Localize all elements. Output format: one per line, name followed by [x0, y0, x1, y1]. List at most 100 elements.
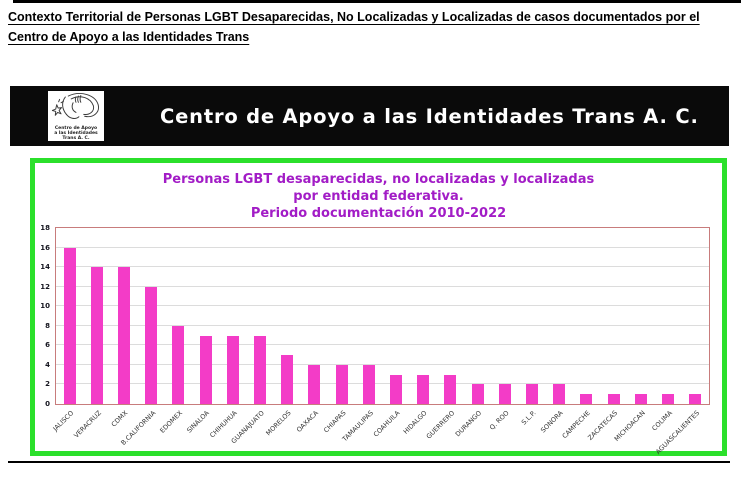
x-axis-label: OAXACA — [295, 409, 321, 434]
bar-chiapas — [335, 364, 348, 404]
x-axis-label: Q. ROO — [487, 409, 511, 432]
x-axis-label: DURANGO — [453, 409, 484, 439]
bar-coahuila — [390, 374, 403, 404]
gridline — [56, 383, 709, 385]
bar-q-roo — [498, 384, 511, 404]
chart-title: Personas LGBT desaparecidas, no localiza… — [35, 171, 722, 222]
y-axis-tick-label: 4 — [45, 360, 50, 369]
document-title-line1: Contexto Territorial de Personas LGBT De… — [8, 10, 700, 24]
gridline — [56, 363, 709, 365]
bar-chihuhua — [226, 335, 239, 404]
bar-colima — [662, 394, 675, 404]
bar-campeche — [580, 394, 593, 404]
org-name: Centro de Apoyo a las Identidades Trans … — [160, 104, 699, 128]
x-axis-label: CHIAPAS — [321, 409, 348, 435]
x-axis-label: VERACRUZ — [71, 409, 103, 440]
gridline — [56, 324, 709, 326]
bar-slot: CAMPECHE — [561, 228, 600, 440]
bars-row: JALISCO VERACRUZ CDMX B.CALIFORNIA EDOMEX SIN… — [52, 228, 709, 456]
bar-sonora — [553, 384, 566, 404]
x-axis-label: GUERRERO — [424, 409, 457, 441]
logo-line-art-icon — [51, 93, 99, 119]
bar-edomex — [172, 325, 185, 404]
bar-slot: AGUASCALIENTES — [654, 228, 709, 456]
bar-veracruz — [90, 267, 103, 404]
x-axis-label: SINALOA — [185, 409, 212, 435]
bar-sinaloa — [199, 335, 212, 404]
bar-durango — [471, 384, 484, 404]
bar-jalisco — [63, 247, 76, 404]
bar-slot: S.L.P. — [518, 228, 545, 427]
gridline — [56, 305, 709, 307]
footer-rule — [8, 461, 730, 463]
bar-slot: SINALOA — [186, 228, 219, 435]
gridline — [56, 285, 709, 287]
bar-slot: ZACATECAS — [586, 228, 627, 442]
chart-title-line2: por entidad federativa. — [293, 189, 464, 204]
bar-slot: OAXACA — [295, 228, 328, 434]
document-title: Contexto Territorial de Personas LGBT De… — [8, 7, 736, 47]
logo-caption-line2: a las Identidades Trans A. C. — [54, 131, 98, 141]
y-axis-tick-label: 0 — [45, 400, 50, 408]
bar-zacatecas — [607, 394, 620, 404]
bar-slot: COLIMA — [650, 228, 681, 433]
bar-oaxaca — [308, 364, 321, 404]
gridline — [56, 266, 709, 268]
bar-slot: DURANGO — [454, 228, 491, 438]
bar-slot: GUANAJUATO — [229, 228, 273, 445]
bar-slot: TAMAULIPAS — [340, 228, 382, 443]
bar-tamaulipas — [362, 364, 375, 404]
x-axis-label: COLIMA — [650, 409, 674, 433]
bar-guerrero — [444, 374, 457, 404]
x-axis-label: JALISCO — [51, 409, 76, 433]
chart-title-line3: Periodo documentación 2010-2022 — [250, 206, 507, 221]
org-banner: Centro de Apoyo a las Identidades Trans … — [10, 86, 729, 146]
bar-slot: MICHOACAN — [612, 228, 654, 443]
y-axis-tick-label: 18 — [40, 224, 50, 232]
bar-slot: CDMX — [110, 228, 137, 429]
logo-caption-line1: Centro de Apoyo — [54, 126, 98, 131]
gridline — [56, 246, 709, 248]
chart-title-line1: Personas LGBT desaparecidas, no localiza… — [162, 172, 595, 187]
bar-slot: COAHUILA — [372, 228, 409, 439]
bar-slot: SONORA — [540, 228, 573, 434]
x-axis-label: S.L.P. — [520, 409, 538, 427]
x-axis-label: HIDALGO — [402, 409, 429, 436]
x-axis-label: MORELOS — [264, 409, 293, 438]
chart-frame: Personas LGBT desaparecidas, no localiza… — [30, 158, 727, 456]
bar-slot: CHIAPAS — [322, 228, 355, 434]
bar-b-california — [145, 286, 158, 404]
bar-slot: HIDALGO — [402, 228, 437, 436]
bar-slot: CHIHUHUA — [208, 228, 246, 439]
bar-slot: VERACRUZ — [72, 228, 110, 440]
bar-aguascalientes — [689, 394, 702, 404]
x-axis-label: SONORA — [539, 409, 565, 435]
bar-michoacan — [634, 394, 647, 404]
org-logo: Centro de Apoyo a las Identidades Trans … — [48, 91, 104, 141]
y-axis-tick-label: 10 — [40, 302, 50, 311]
top-rule — [13, 0, 741, 3]
document-title-line2: Centro de Apoyo a las Identidades Trans — [8, 30, 250, 44]
bar-s-l-p- — [526, 384, 539, 404]
bar-slot: MORELOS — [265, 228, 301, 437]
x-axis-label: COAHUILA — [372, 409, 402, 439]
bar-slot: JALISCO — [52, 228, 83, 433]
bar-morelos — [281, 355, 294, 404]
bar-cdmx — [118, 267, 130, 404]
y-axis-tick-label: 12 — [40, 282, 50, 291]
bar-slot: GUERRERO — [425, 228, 464, 441]
bar-slot: Q. ROO — [488, 228, 518, 432]
bar-slot: B.CALIFORNIA — [119, 228, 165, 447]
y-axis-tick-label: 16 — [40, 243, 50, 252]
y-axis-tick-label: 8 — [45, 321, 50, 330]
bar-hidalgo — [417, 374, 430, 404]
x-axis-label: EDOMEX — [158, 409, 185, 435]
bar-slot: EDOMEX — [158, 228, 192, 435]
gridline — [56, 344, 709, 346]
logo-caption: Centro de Apoyo a las Identidades Trans … — [48, 126, 104, 141]
bar-guanajuato — [254, 335, 267, 404]
x-axis-label: CDMX — [110, 409, 130, 429]
y-axis-tick-label: 6 — [45, 341, 50, 350]
y-axis-tick-label: 14 — [40, 263, 50, 272]
plot-area: JALISCO VERACRUZ CDMX B.CALIFORNIA EDOMEX SIN… — [40, 224, 710, 456]
